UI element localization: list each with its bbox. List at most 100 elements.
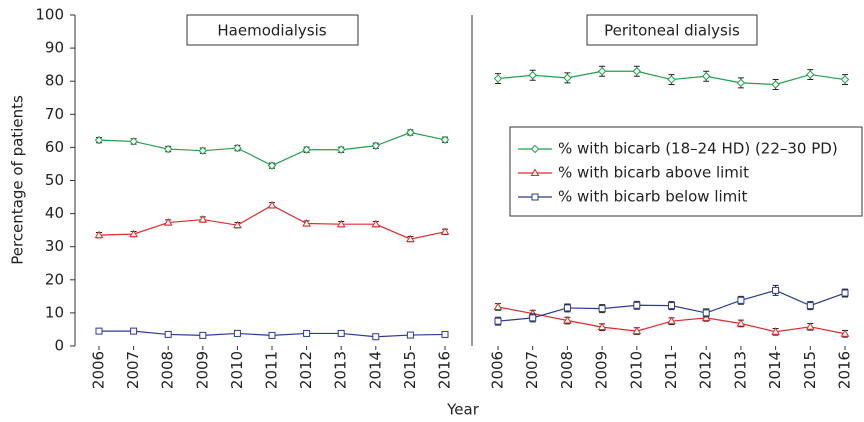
marker (129, 137, 138, 146)
marker (840, 329, 850, 337)
x-tick-label: 2011 (662, 351, 680, 389)
y-tick-label: 50 (45, 171, 64, 189)
marker (337, 329, 345, 337)
y-axis-label: Percentage of patients (9, 95, 27, 265)
legend-label: % with bicarb below limit (558, 188, 747, 206)
x-tick-label: 2015 (401, 351, 419, 389)
y-tick-label: 30 (45, 237, 64, 255)
x-tick-label: 2014 (366, 351, 384, 389)
x-tick-label: 2006 (90, 351, 108, 389)
y-tick-label: 60 (45, 138, 64, 156)
y-tick-label: 90 (45, 39, 64, 57)
marker (198, 146, 208, 155)
legend (509, 126, 863, 217)
marker (668, 302, 675, 310)
marker (529, 314, 537, 322)
marker (597, 322, 607, 331)
y-tick-label: 40 (45, 204, 64, 222)
y-tick-label: 80 (45, 72, 64, 90)
marker (563, 316, 572, 324)
marker (494, 317, 502, 325)
marker (701, 72, 711, 81)
marker (129, 229, 138, 238)
x-tick-label: 2009 (593, 351, 611, 389)
marker (771, 327, 780, 335)
series-line (98, 131, 446, 167)
marker (163, 144, 173, 154)
legend-label: % with bicarb (18–24 HD) (22–30 PD) (558, 140, 838, 158)
marker (597, 67, 607, 76)
marker (736, 318, 746, 327)
marker (805, 322, 815, 330)
x-tick-label: 2010 (627, 351, 645, 389)
panel-title: Haemodialysis (217, 22, 326, 40)
x-tick-label: 2006 (489, 351, 507, 389)
marker (198, 215, 208, 223)
marker (94, 230, 104, 239)
x-tick-label: 2012 (297, 351, 315, 389)
x-tick-label: 2007 (523, 351, 541, 389)
marker (667, 75, 676, 84)
marker (163, 218, 173, 226)
x-tick-label: 2009 (193, 351, 211, 389)
marker (598, 305, 606, 313)
marker (302, 145, 311, 154)
marker (371, 219, 381, 228)
y-tick-label: 0 (54, 337, 64, 355)
marker (130, 327, 138, 335)
x-tick-label: 2014 (766, 351, 784, 389)
marker (563, 73, 572, 83)
marker (441, 330, 449, 338)
x-tick-label: 2013 (731, 351, 749, 389)
marker (233, 329, 241, 337)
marker (632, 67, 642, 76)
x-tick-label: 2007 (124, 351, 142, 389)
marker (737, 296, 745, 304)
x-tick-label: 2008 (558, 351, 576, 389)
x-tick-label: 2015 (801, 351, 819, 389)
marker (736, 78, 746, 88)
x-tick-label: 2016 (836, 351, 854, 389)
marker (667, 316, 676, 325)
marker (530, 144, 540, 154)
x-tick-label: 2012 (697, 351, 715, 389)
x-axis-label: Year (446, 401, 480, 419)
panel-title-box (186, 14, 359, 46)
marker (406, 234, 415, 243)
y-tick-label: 70 (45, 105, 64, 123)
marker (371, 141, 381, 150)
x-tick-label: 2008 (159, 351, 177, 389)
x-tick-label: 2016 (436, 351, 454, 389)
marker (493, 302, 503, 310)
marker (806, 70, 815, 79)
marker (336, 145, 346, 154)
x-tick-label: 2010 (228, 351, 246, 389)
marker (406, 128, 415, 137)
marker (267, 161, 277, 170)
marker (806, 302, 814, 310)
marker (772, 286, 780, 294)
x-tick-label: 2011 (263, 351, 281, 389)
legend-label: % with bicarb above limit (558, 164, 749, 182)
marker (267, 200, 277, 209)
marker (841, 289, 849, 297)
marker (233, 143, 242, 153)
y-tick-label: 20 (45, 270, 64, 288)
marker (702, 309, 710, 317)
marker (840, 75, 850, 84)
marker (563, 304, 571, 312)
marker (372, 333, 380, 341)
marker (771, 80, 780, 89)
marker (528, 71, 537, 80)
marker (530, 168, 540, 176)
marker (268, 331, 276, 339)
panel-title-box (586, 14, 758, 46)
marker (493, 74, 503, 83)
marker (531, 193, 539, 201)
x-tick-label: 2013 (332, 351, 350, 389)
marker (199, 331, 207, 339)
marker (336, 219, 346, 228)
y-tick-label: 10 (45, 303, 64, 321)
marker (633, 301, 641, 309)
